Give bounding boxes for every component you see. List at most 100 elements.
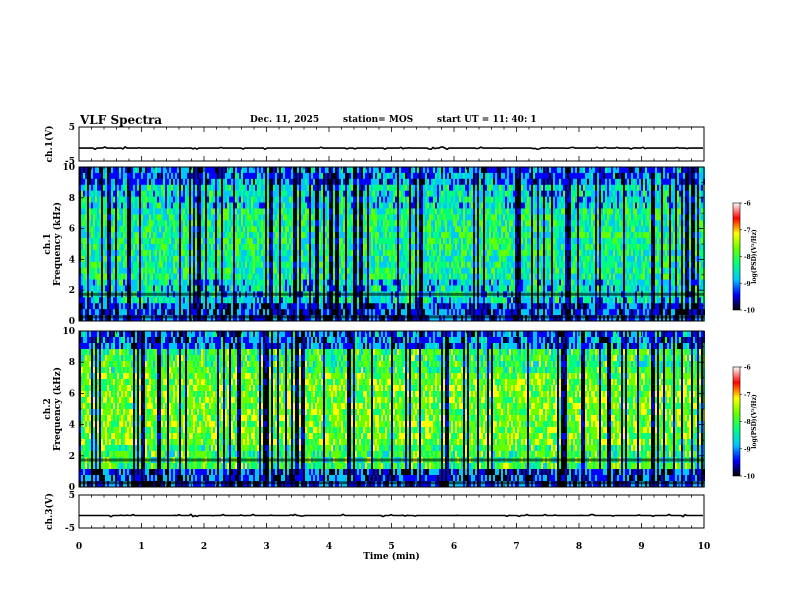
spectrogram-cell <box>191 202 193 209</box>
spectrogram-cell <box>123 214 125 221</box>
spectrogram-cell <box>189 190 191 197</box>
spectrogram-cell <box>257 261 259 268</box>
spectrogram-cell <box>415 196 417 203</box>
spectrogram-cell <box>389 309 391 316</box>
spectrogram-cell <box>283 202 285 209</box>
spectrogram-cell <box>429 208 431 215</box>
spectrogram-cell <box>405 267 407 274</box>
spectrogram-cell <box>283 297 285 304</box>
spectrogram-cell <box>239 232 241 239</box>
spectrogram-cell <box>173 267 175 274</box>
spectrogram-cell <box>399 190 401 197</box>
spectrogram-cell <box>379 267 381 274</box>
spectrogram-cell <box>383 297 385 304</box>
spectrogram-cell <box>269 261 271 268</box>
spectrogram-cell <box>341 220 343 227</box>
spectrogram-cell <box>353 208 355 215</box>
spectrogram-cell <box>147 172 149 180</box>
spectrogram-cell <box>369 255 371 263</box>
spectrogram-cell <box>299 303 301 310</box>
spectrogram-cell <box>317 273 319 280</box>
spectrogram-cell <box>113 303 115 310</box>
spectrogram-cell <box>287 249 289 257</box>
spectrogram-cell <box>277 220 279 227</box>
spectrogram-cell <box>449 297 451 304</box>
spectrogram-cell <box>359 255 361 263</box>
spectrogram-cell <box>345 232 347 239</box>
spectrogram-cell <box>151 285 153 292</box>
spectrogram-cell <box>311 208 313 215</box>
spectrogram-cell <box>389 208 391 215</box>
spectrogram-cell <box>261 184 263 191</box>
spectrogram-cell <box>139 244 141 251</box>
spectrogram-cell <box>283 196 285 203</box>
spectrogram-cell <box>453 178 455 186</box>
spectrogram-cell <box>349 226 351 233</box>
spectrogram-cell <box>393 255 395 263</box>
spectrogram-cell <box>203 172 205 180</box>
spectrogram-cell <box>97 261 99 268</box>
spectrogram-cell <box>227 249 229 257</box>
spectrogram-cell <box>445 167 447 174</box>
spectrogram-cell <box>243 273 245 280</box>
spectrogram-cell <box>199 220 201 227</box>
spectrogram-cell <box>405 220 407 227</box>
spectrogram-cell <box>381 184 383 191</box>
spectrogram-cell <box>317 226 319 233</box>
spectrogram-cell <box>81 190 83 197</box>
spectrogram-cell <box>119 273 121 280</box>
spectrogram-cell <box>365 190 367 197</box>
spectrogram-cell <box>141 226 143 233</box>
spectrogram-cell <box>247 273 249 280</box>
spectrogram-cell <box>305 226 307 233</box>
spectrogram-cell <box>163 196 165 203</box>
spectrogram-cell <box>117 190 119 197</box>
spectrogram-cell <box>253 261 255 268</box>
spectrogram-cell <box>337 208 339 215</box>
spectrogram-cell <box>127 220 129 227</box>
spectrogram-cell <box>161 178 163 186</box>
spectrogram-cell <box>207 178 209 186</box>
spectrogram-cell <box>225 238 227 245</box>
spectrogram-cell <box>159 285 161 292</box>
spectrogram-cell <box>449 184 451 191</box>
spectrogram-cell <box>193 167 195 174</box>
spectrogram-cell <box>283 190 285 197</box>
spectrogram-cell <box>313 255 315 263</box>
spectrogram-cell <box>329 214 331 221</box>
spectrogram-cell <box>99 297 101 304</box>
spectrogram-cell <box>115 232 117 239</box>
spectrogram-cell <box>311 249 313 257</box>
spectrogram-cell <box>89 261 91 268</box>
spectrogram-cell <box>453 273 455 280</box>
spectrogram-cell <box>435 178 437 186</box>
spectrogram-cell <box>315 167 317 174</box>
spectrogram-cell <box>377 273 379 280</box>
spectrogram-cell <box>223 220 225 227</box>
spectrogram-cell <box>151 178 153 186</box>
spectrogram-cell <box>237 267 239 274</box>
spectrogram-cell <box>429 297 431 304</box>
spectrogram-cell <box>343 220 345 227</box>
spectrogram-cell <box>271 220 273 227</box>
spectrogram-cell <box>245 190 247 197</box>
spectrogram-cell <box>285 178 287 186</box>
spectrogram-cell <box>389 220 391 227</box>
spectrogram-cell <box>449 273 451 280</box>
spectrogram-cell <box>251 208 253 215</box>
spectrogram-cell <box>155 220 157 227</box>
spectrogram-cell <box>183 261 185 268</box>
spectrogram-cell <box>453 196 455 203</box>
spectrogram-cell <box>111 279 113 286</box>
spectrogram-cell <box>413 190 415 197</box>
spectrogram-cell <box>159 202 161 209</box>
spectrogram-cell <box>433 285 435 292</box>
spectrogram-cell <box>247 309 249 316</box>
spectrogram-cell <box>213 196 215 203</box>
spectrogram-cell <box>327 190 329 197</box>
spectrogram-cell <box>337 244 339 251</box>
spectrogram-cell <box>347 167 349 174</box>
spectrogram-cell <box>415 279 417 286</box>
spectrogram-cell <box>131 238 133 245</box>
spectrogram-cell <box>155 208 157 215</box>
